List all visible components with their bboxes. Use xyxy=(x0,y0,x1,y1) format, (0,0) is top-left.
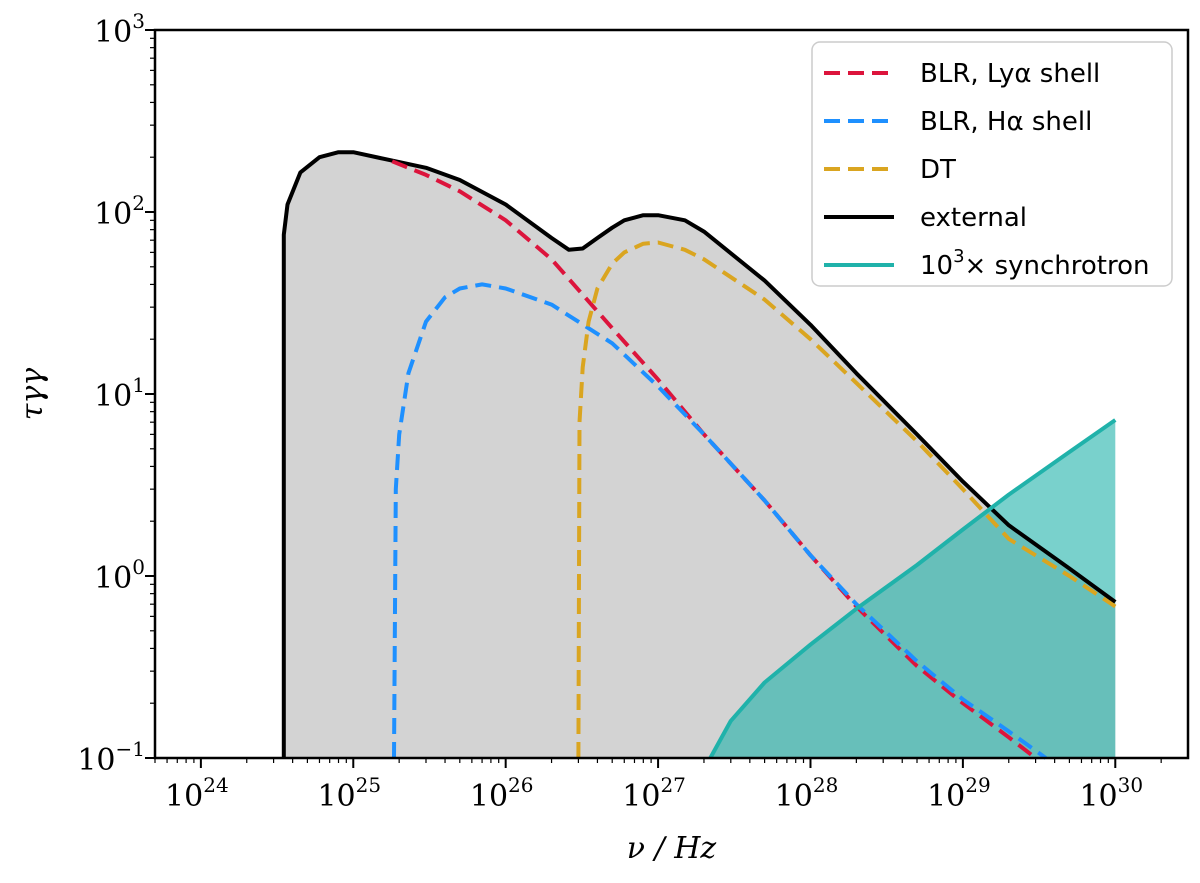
legend-label: BLR, Hα shell xyxy=(920,107,1092,137)
axis-ticks: 1024 1025 1026 1027 1028 1029 1030 10−1 100 101 10… xyxy=(77,9,1162,814)
external-line xyxy=(281,150,1117,758)
legend-label: external xyxy=(920,203,1027,233)
blr-ha-shell-line xyxy=(392,282,1047,760)
synchrotron-line xyxy=(708,418,1117,759)
x-tick-label: 1025 xyxy=(317,773,381,814)
y-tick-label: 103 xyxy=(94,9,145,50)
blr-lya-shell-line xyxy=(391,159,1037,760)
legend-label: DT xyxy=(920,155,956,185)
plot-frame xyxy=(153,28,1190,760)
x-tick-label: 1029 xyxy=(927,773,991,814)
x-tick-label: 1024 xyxy=(165,773,229,814)
x-tick-label: 1028 xyxy=(775,773,839,814)
y-tick-label: 10−1 xyxy=(77,737,145,778)
legend-box xyxy=(811,41,1173,287)
legend: BLR, Lyα shell BLR, Hα shell DT external 103… xyxy=(811,41,1173,287)
x-axis-label: ν / Hz xyxy=(627,831,717,866)
y-axis-label: τγγ xyxy=(15,368,50,421)
dt-line xyxy=(576,240,1117,759)
y-tick-label: 100 xyxy=(94,555,145,596)
area-fills xyxy=(283,152,1116,758)
series-lines xyxy=(281,150,1117,760)
legend-label: BLR, Lyα shell xyxy=(920,59,1100,89)
y-tick-label: 101 xyxy=(94,373,145,414)
y-tick-label: 102 xyxy=(94,191,145,232)
synchrotron-area-fill xyxy=(710,420,1116,758)
legend-label: 103× synchrotron xyxy=(920,246,1150,281)
x-tick-label: 1027 xyxy=(622,773,686,814)
x-tick-label: 1026 xyxy=(470,773,534,814)
x-tick-label: 1030 xyxy=(1079,773,1143,814)
